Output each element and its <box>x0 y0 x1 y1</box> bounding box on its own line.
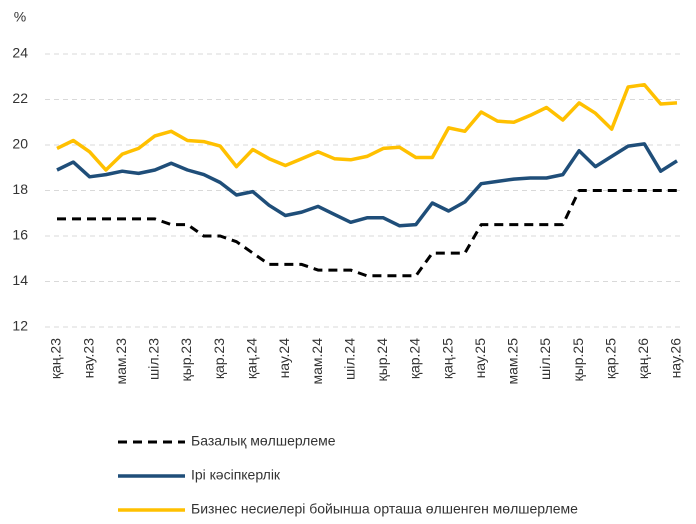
x-tick-label: мам.25 <box>505 338 521 385</box>
y-tick-label: 12 <box>12 318 28 334</box>
y-tick-label: 20 <box>12 136 28 152</box>
x-tick-label: қаң.24 <box>243 338 259 379</box>
x-tick-label: қар.24 <box>407 338 423 379</box>
x-tick-label: қаң.23 <box>48 338 64 379</box>
y-tick-label: 22 <box>12 90 28 106</box>
y-tick-label: 14 <box>12 272 28 288</box>
legend-label: Ірі кәсіпкерлік <box>191 467 281 483</box>
x-tick-label: шіл.24 <box>341 338 357 380</box>
y-tick-label: 18 <box>12 181 28 197</box>
x-tick-label: шіл.23 <box>146 338 162 380</box>
legend-label: Базалық мөлшерлеме <box>191 433 336 449</box>
line-series <box>56 142 678 228</box>
x-tick-label: қыр.25 <box>570 338 586 382</box>
x-tick-label: қар.25 <box>602 338 618 379</box>
y-tick-label: 16 <box>12 227 28 243</box>
x-tick-label: шіл.25 <box>537 338 553 380</box>
x-tick-label: мам.24 <box>309 338 325 385</box>
x-tick-label: қаң.25 <box>439 338 455 379</box>
x-tick-label: нау.23 <box>80 338 96 379</box>
x-tick-label: қыр.23 <box>178 338 194 382</box>
line-series <box>57 189 677 278</box>
y-tick-label: 24 <box>12 45 28 61</box>
x-tick-label: қыр.24 <box>374 338 390 382</box>
x-tick-label: нау.26 <box>668 338 684 379</box>
x-tick-label: нау.24 <box>276 338 292 379</box>
x-tick-label: мам.23 <box>113 338 129 385</box>
legend-label: Бизнес несиелері бойынша орташа өлшенген… <box>191 501 578 517</box>
y-axis-label: % <box>14 9 26 25</box>
x-tick-label: қар.23 <box>211 338 227 379</box>
x-tick-label: нау.25 <box>472 338 488 379</box>
x-tick-label: қаң.26 <box>635 338 651 379</box>
line-series <box>56 82 678 172</box>
